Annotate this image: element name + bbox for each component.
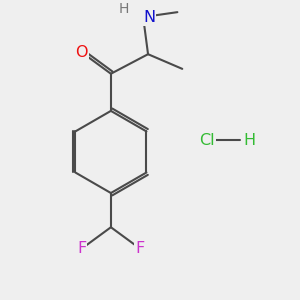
Text: H: H — [118, 2, 129, 16]
Text: N: N — [143, 10, 155, 25]
Text: H: H — [244, 133, 256, 148]
Text: Cl: Cl — [199, 133, 214, 148]
Text: F: F — [136, 241, 145, 256]
Text: O: O — [75, 45, 88, 60]
Text: F: F — [77, 241, 86, 256]
